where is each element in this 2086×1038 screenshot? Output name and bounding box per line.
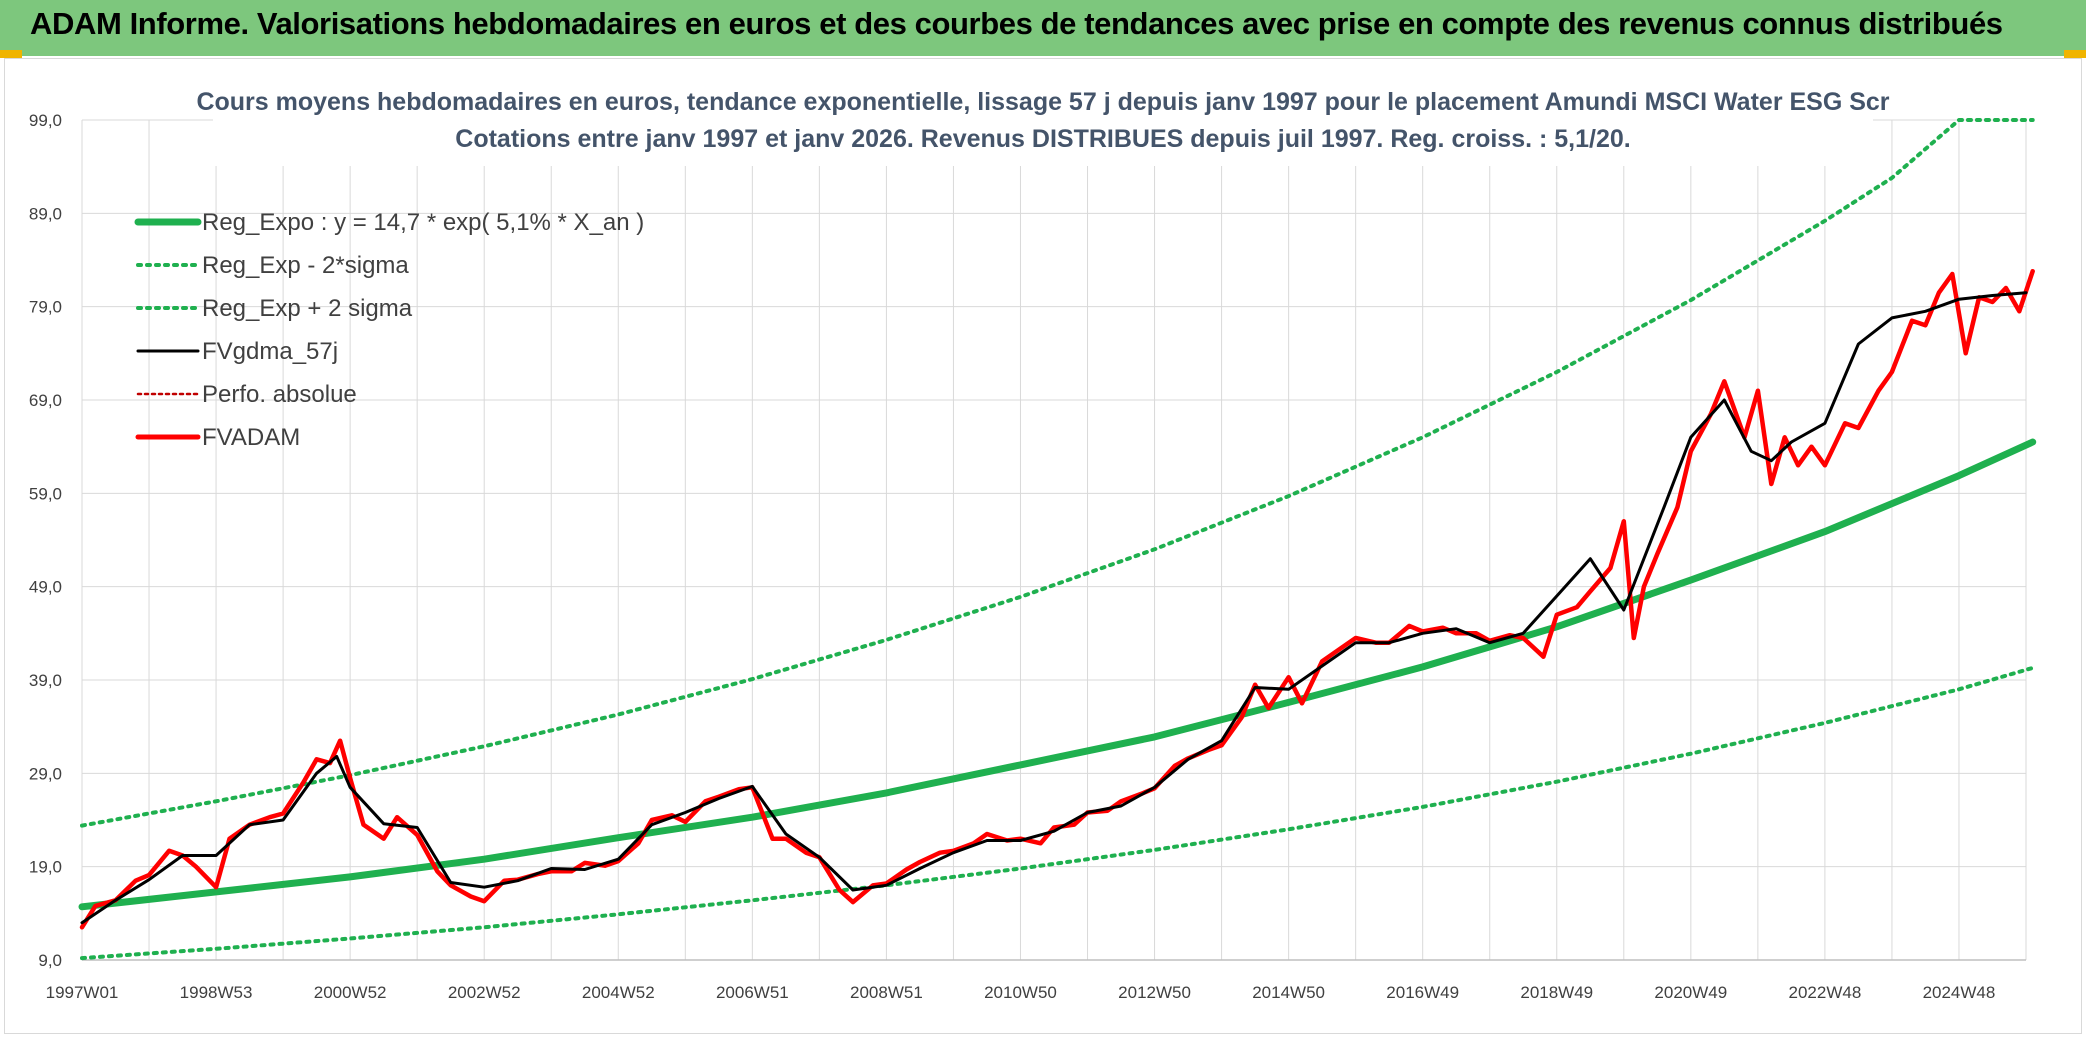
x-tick-label: 2000W52	[314, 983, 387, 1002]
chart-title: Cours moyens hebdomadaires en euros, ten…	[196, 80, 1890, 166]
chart-title-line: Cotations entre janv 1997 et janv 2026. …	[455, 125, 1630, 153]
y-tick-label: 9,0	[38, 951, 62, 970]
report-banner-title: ADAM Informe. Valorisations hebdomadaire…	[30, 6, 2003, 41]
report-banner: ADAM Informe. Valorisations hebdomadaire…	[0, 0, 2086, 58]
x-tick-label: 2014W50	[1252, 983, 1325, 1002]
legend-label: FVADAM	[202, 424, 300, 451]
x-tick-label: 2010W50	[984, 983, 1057, 1002]
legend-label: Reg_Expo : y = 14,7 * exp( 5,1% * X_an )	[202, 209, 644, 236]
legend-label: Reg_Exp - 2*sigma	[202, 252, 409, 279]
chart-frame	[4, 58, 2082, 1034]
legend-label: Reg_Exp + 2 sigma	[202, 295, 413, 322]
legend-label: FVgdma_57j	[202, 338, 338, 365]
banner-corner-left-decoration	[0, 50, 22, 58]
banner-corner-right-decoration	[2064, 50, 2086, 58]
axis-ticks: 9,0 19,0 29,0 39,0 49,0 59,0 69,0 79,0 89,0 99,0 1…	[29, 111, 1995, 1002]
x-tick-label: 1998W53	[180, 983, 253, 1002]
x-tick-label: 2018W49	[1520, 983, 1593, 1002]
chart-title-line: Cours moyens hebdomadaires en euros, ten…	[196, 88, 1889, 116]
fvadam-line	[79, 268, 2035, 930]
y-tick-label: 69,0	[29, 391, 62, 410]
x-tick-label: 2006W51	[716, 983, 789, 1002]
y-tick-label: 79,0	[29, 298, 62, 317]
chart-legend: Reg_Expo : y = 14,7 * exp( 5,1% * X_an )…	[134, 209, 644, 451]
chart-title-background	[213, 80, 1873, 166]
y-tick-label: 29,0	[29, 764, 62, 783]
x-tick-label: 2020W49	[1654, 983, 1727, 1002]
fvgdma-57j-line	[80, 291, 2028, 925]
y-tick-label: 59,0	[29, 484, 62, 503]
x-tick-label: 1997W01	[46, 983, 119, 1002]
x-tick-label: 2022W48	[1789, 983, 1862, 1002]
series-lines	[78, 118, 2037, 961]
reg-minus-2sigma-line	[80, 665, 2035, 961]
y-tick-label: 19,0	[29, 858, 62, 877]
x-tick-label: 2008W51	[850, 983, 923, 1002]
y-tick-label: 99,0	[29, 111, 62, 130]
y-tick-label: 89,0	[29, 204, 62, 223]
y-tick-label: 39,0	[29, 671, 62, 690]
y-tick-label: 49,0	[29, 578, 62, 597]
reg-expo-line	[78, 438, 2037, 911]
legend-label: Perfo. absolue	[202, 381, 357, 408]
x-tick-label: 2024W48	[1923, 983, 1996, 1002]
x-tick-label: 2016W49	[1386, 983, 1459, 1002]
x-tick-label: 2004W52	[582, 983, 655, 1002]
x-tick-label: 2012W50	[1118, 983, 1191, 1002]
reg-plus-2sigma-line	[80, 118, 2035, 828]
x-tick-label: 2002W52	[448, 983, 521, 1002]
